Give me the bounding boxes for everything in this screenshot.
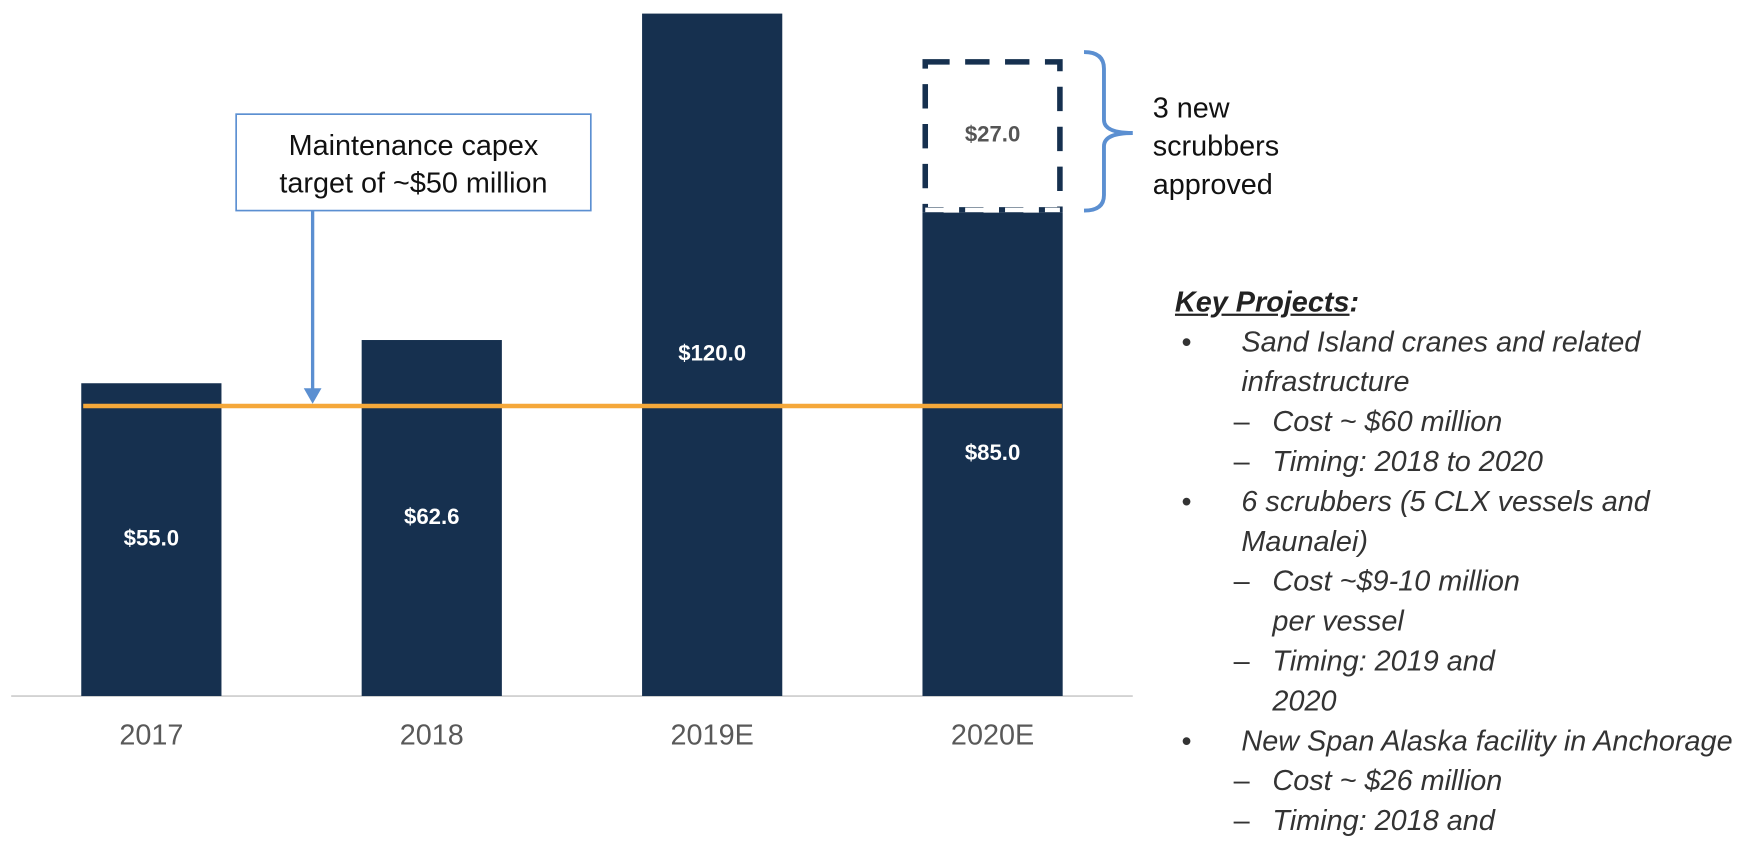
project-item: 6 scrubbers (5 CLX vessels and Maunalei) bbox=[1175, 481, 1738, 561]
project-subitem: Timing: 2019 and 2020 bbox=[1175, 641, 1561, 721]
annotation-text: target of ~$50 million bbox=[279, 168, 547, 200]
brace-label: approved bbox=[1153, 169, 1273, 201]
project-subitem: Timing: 2018 and 2019 bbox=[1175, 800, 1561, 839]
value-label: $27.0 bbox=[965, 122, 1020, 147]
key-projects-panel: Key Projects: Sand Island cranes and rel… bbox=[1175, 282, 1738, 839]
brace-label: 3 new bbox=[1153, 92, 1230, 124]
key-projects-heading: Key Projects: bbox=[1175, 282, 1738, 322]
heading-punct: : bbox=[1349, 284, 1360, 319]
project-subitem: Cost ~ $26 million bbox=[1175, 760, 1561, 800]
value-label: $62.6 bbox=[404, 504, 459, 529]
heading-text: Key Projects bbox=[1174, 284, 1350, 319]
value-label: $120.0 bbox=[678, 341, 746, 366]
value-label: $85.0 bbox=[965, 440, 1020, 465]
bar bbox=[361, 340, 502, 697]
arrow-head bbox=[303, 388, 322, 404]
x-tick-label: 2020E bbox=[951, 720, 1034, 752]
bar-dashed bbox=[922, 59, 1063, 213]
annotation-box bbox=[235, 113, 592, 212]
x-tick-label: 2019E bbox=[671, 720, 754, 752]
x-tick-label: 2017 bbox=[119, 720, 183, 752]
project-subitem: Cost ~ $60 million bbox=[1175, 401, 1561, 441]
bar bbox=[81, 383, 222, 697]
brace bbox=[1083, 50, 1133, 213]
brace-label: scrubbers bbox=[1153, 131, 1279, 163]
annotation-text: Maintenance capex bbox=[289, 130, 539, 162]
bar bbox=[642, 13, 783, 697]
project-item: Sand Island cranes and related infrastru… bbox=[1175, 321, 1738, 401]
value-label: $55.0 bbox=[124, 525, 179, 550]
x-tick-label: 2018 bbox=[400, 720, 464, 752]
bar bbox=[922, 212, 1063, 697]
project-subitem: Cost ~$9-10 million per vessel bbox=[1175, 561, 1561, 641]
project-subitem: Timing: 2018 to 2020 bbox=[1175, 441, 1561, 481]
project-item: New Span Alaska facility in Anchorage bbox=[1175, 720, 1738, 760]
key-projects: Key Projects: Sand Island cranes and rel… bbox=[1175, 282, 1738, 839]
